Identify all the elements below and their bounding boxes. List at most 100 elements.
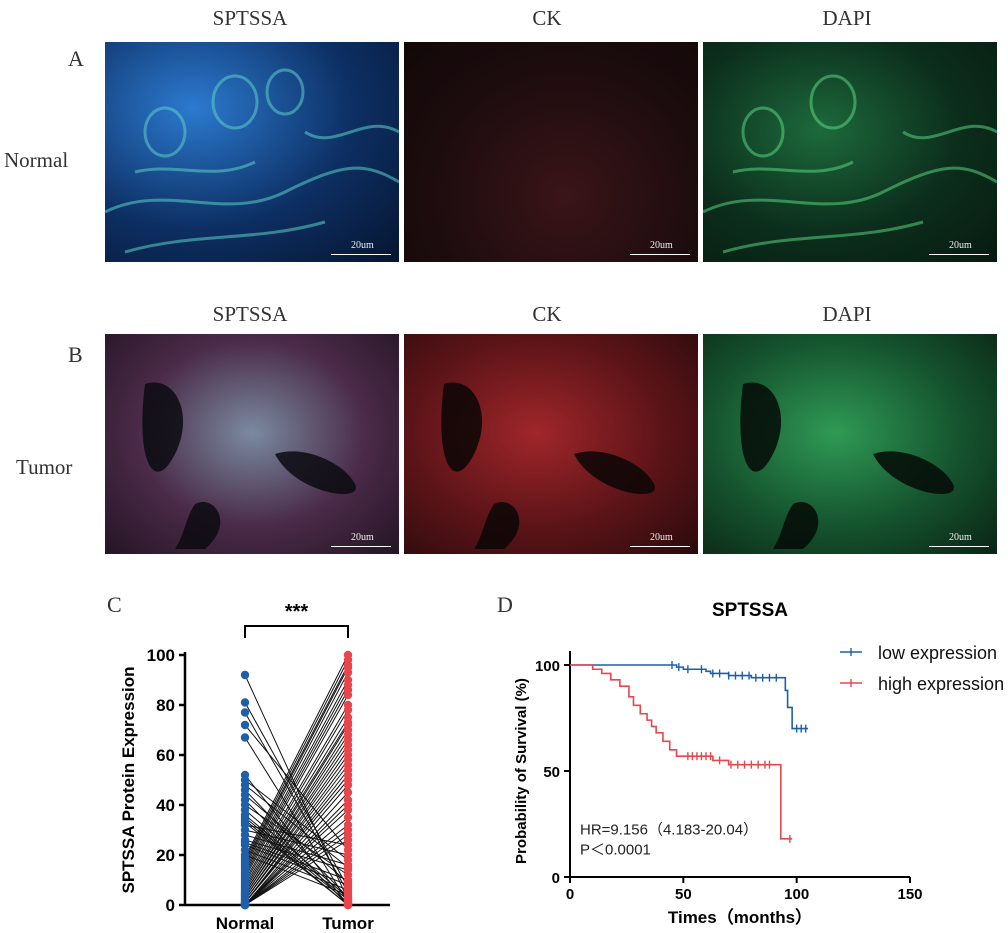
image-tumor-sptssa: 20um: [105, 334, 399, 554]
paired-line: [244, 679, 349, 871]
survival-line-high: [570, 664, 793, 840]
image-tumor-ck: 20um: [404, 334, 698, 554]
paired-line: [244, 822, 349, 906]
scale-bar: [929, 254, 989, 255]
panel-letter-b: B: [68, 342, 83, 367]
scale-bar-label: 20um: [949, 532, 972, 543]
y-tick-label: 100: [535, 658, 560, 675]
paired-line: [244, 704, 349, 881]
paired-line: [244, 659, 349, 861]
tumor-point: [343, 780, 353, 790]
legend-label-high: high expression: [878, 674, 1004, 694]
image-tumor-dapi: 20um: [703, 334, 997, 554]
paired-line: [244, 717, 349, 886]
x-tick-label: Tumor: [322, 914, 374, 933]
tumor-point: [343, 788, 353, 797]
paired-line: [244, 804, 349, 876]
y-tick-label: 100: [147, 646, 175, 665]
scale-bar: [331, 546, 391, 547]
row-label-tumor: Tumor: [16, 455, 73, 479]
paired-line: [244, 774, 349, 903]
scale-bar-label: 20um: [351, 240, 374, 251]
scale-bar: [630, 254, 690, 255]
paired-expression-chart: 0 20 40 60 80 100 SPTSSA Protein Expression Nor…: [119, 601, 390, 933]
paired-line: [244, 712, 349, 893]
p-annotation: P＜0.0001: [580, 842, 651, 859]
scale-bar-label: 20um: [351, 532, 374, 543]
panel-letter-a: A: [68, 46, 84, 71]
x-tick-label: Normal: [216, 914, 275, 933]
paired-line: [244, 779, 349, 903]
x-tick-label: 0: [566, 886, 574, 903]
scale-bar-label: 20um: [949, 240, 972, 251]
col-label-dapi-a: DAPI: [822, 6, 872, 30]
survival-line-low: [570, 664, 808, 730]
paired-line: [244, 689, 349, 876]
paired-line: [244, 694, 349, 878]
paired-line: [244, 754, 349, 898]
paired-line: [244, 834, 349, 866]
paired-line: [244, 722, 349, 888]
normal-point: [240, 698, 250, 707]
image-normal-dapi: 20um: [703, 42, 997, 262]
normal-point: [240, 900, 250, 910]
panel-letter-d: D: [497, 592, 513, 617]
y-tick-label: 0: [166, 896, 175, 915]
y-tick-label: 20: [156, 846, 175, 865]
x-tick-label: 50: [675, 886, 692, 903]
paired-line: [244, 709, 349, 883]
normal-point: [240, 708, 250, 717]
paired-line: [244, 764, 349, 901]
paired-line: [244, 724, 349, 891]
paired-line: [244, 667, 349, 866]
col-label-ck-a: CK: [532, 6, 562, 30]
chart-title: SPTSSA: [712, 600, 788, 621]
paired-line: [244, 684, 349, 873]
significance-bracket: [244, 625, 349, 638]
paired-line: [244, 664, 349, 863]
paired-line: [244, 799, 349, 906]
significance-label: ***: [285, 601, 309, 623]
tumor-point: [343, 900, 353, 910]
paired-line: [244, 759, 349, 901]
col-label-sptssa-a: SPTSSA: [212, 6, 288, 30]
paired-line: [244, 834, 349, 906]
tumor-point: [343, 813, 353, 822]
tumor-point: [343, 805, 353, 815]
survival-chart: SPTSSA 0 50 100 0 50 100 150 Probability of Surv…: [513, 600, 1004, 927]
paired-line: [244, 824, 349, 846]
paired-line: [244, 839, 349, 906]
normal-point: [240, 733, 250, 742]
image-normal-sptssa: 20um: [105, 42, 399, 262]
paired-line: [244, 789, 349, 898]
paired-line: [244, 702, 349, 888]
hr-annotation: HR=9.156（4.183-20.04）: [580, 822, 758, 839]
y-tick-label: 80: [156, 696, 175, 715]
paired-line: [244, 734, 349, 893]
paired-line: [244, 769, 349, 903]
scale-bar: [331, 254, 391, 255]
paired-line: [244, 804, 349, 906]
normal-point: [240, 720, 250, 730]
tumor-point: [343, 705, 353, 715]
row-label-normal: Normal: [4, 148, 69, 172]
x-tick-label: 100: [784, 886, 809, 903]
paired-line: [244, 817, 349, 906]
tumor-point: [343, 690, 353, 700]
paired-line: [244, 784, 349, 906]
scale-bar-label: 20um: [650, 240, 673, 251]
y-tick-label: 60: [156, 746, 175, 765]
y-tick-label: 50: [543, 764, 560, 781]
col-label-sptssa-b: SPTSSA: [212, 302, 288, 326]
paired-line: [244, 744, 349, 896]
paired-line: [244, 824, 349, 906]
paired-line: [244, 792, 349, 906]
scale-bar: [929, 546, 989, 547]
paired-line: [244, 829, 349, 906]
col-label-dapi-b: DAPI: [822, 302, 872, 326]
tumor-point: [343, 668, 353, 677]
normal-point: [240, 670, 250, 680]
y-axis-label: Probability of Survival (%): [513, 678, 530, 864]
paired-line: [244, 654, 349, 858]
panel-letter-c: C: [107, 592, 122, 617]
